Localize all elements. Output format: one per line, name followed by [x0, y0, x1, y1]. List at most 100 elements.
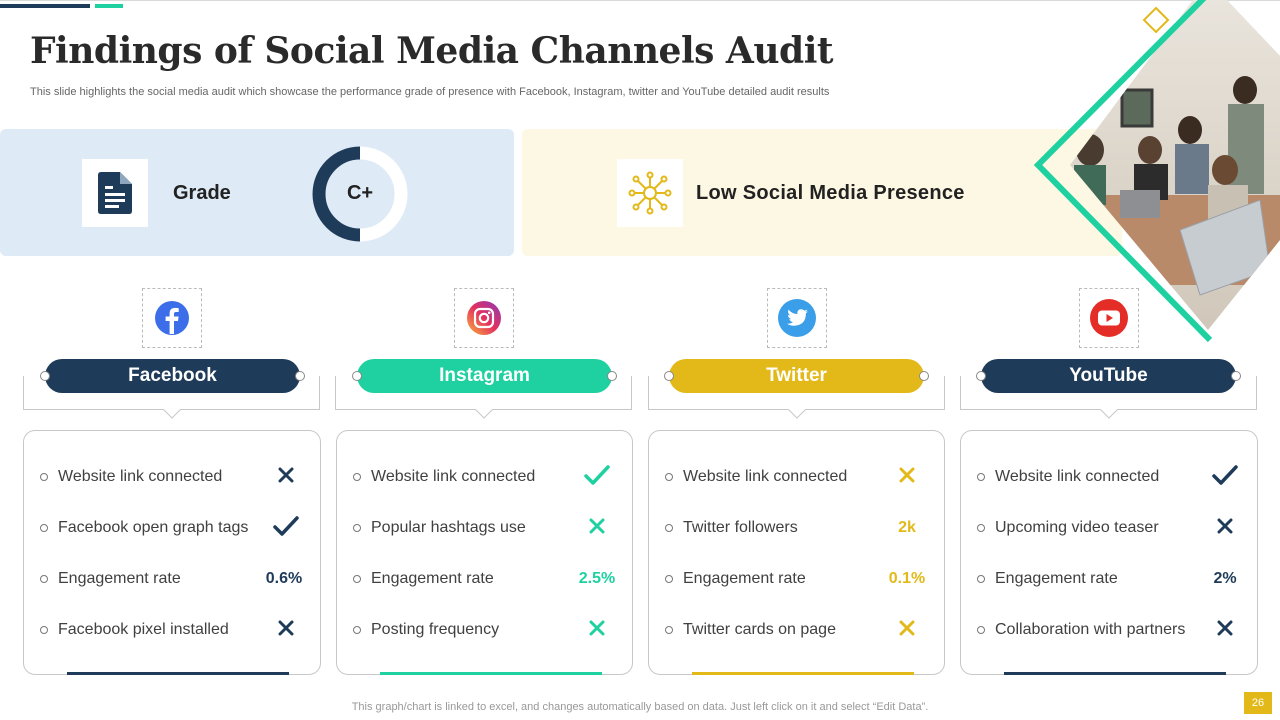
facebook-icon	[155, 301, 189, 335]
slide-subtitle: This slide highlights the social media a…	[30, 86, 830, 98]
list-item: Website link connected	[649, 465, 944, 489]
twitter-icon-box	[767, 288, 827, 348]
row-value: 2.5%	[578, 570, 616, 587]
list-item: Posting frequency	[337, 618, 632, 642]
bullet	[40, 524, 48, 532]
youtube-bracket	[960, 376, 1257, 410]
card-underline	[1004, 672, 1226, 675]
channel-name: Twitter	[766, 365, 827, 386]
row-value: 2%	[1213, 570, 1237, 587]
cross-icon	[877, 620, 937, 641]
pill-dot-left	[664, 371, 674, 381]
list-item: Website link connected	[24, 465, 320, 489]
row-value: 2k	[898, 519, 916, 536]
row-label: Engagement rate	[683, 570, 806, 587]
pill-dot-right	[295, 371, 305, 381]
accent-bar-green	[95, 4, 123, 8]
row-label: Engagement rate	[58, 570, 181, 587]
card-underline	[67, 672, 289, 675]
cross-icon	[567, 620, 627, 641]
presence-label: Low Social Media Presence	[696, 182, 965, 204]
pill-dot-left	[40, 371, 50, 381]
bullet	[353, 626, 361, 634]
bullet	[977, 473, 985, 481]
list-item: Popular hashtags use	[337, 516, 632, 540]
row-value: 0.1%	[888, 570, 926, 587]
bullet	[665, 524, 673, 532]
list-item: Website link connected	[337, 464, 632, 491]
twitter-pill: Twitter	[664, 359, 929, 393]
row-label: Engagement rate	[371, 570, 494, 587]
bullet	[977, 575, 985, 583]
list-item: Upcoming video teaser	[961, 516, 1257, 540]
row-label: Website link connected	[371, 468, 536, 485]
check-icon	[256, 515, 316, 542]
footer-note: This graph/chart is linked to excel, and…	[351, 701, 929, 713]
page-number: 26	[1244, 692, 1272, 714]
list-item: Facebook pixel installed	[24, 618, 320, 642]
instagram-bracket	[335, 376, 632, 410]
youtube-pill: YouTube	[976, 359, 1241, 393]
row-label: Posting frequency	[371, 621, 500, 638]
instagram-pill: Instagram	[352, 359, 617, 393]
cross-icon	[1195, 518, 1255, 539]
pill-dot-left	[352, 371, 362, 381]
top-border-line	[0, 0, 1280, 1]
row-label: Website link connected	[683, 468, 848, 485]
document-icon	[82, 159, 148, 227]
row-label: Website link connected	[58, 468, 223, 485]
cross-icon	[1195, 620, 1255, 641]
bullet	[353, 524, 361, 532]
grade-value: C+	[346, 182, 374, 204]
grade-ring	[312, 146, 408, 242]
list-item: Twitter cards on page	[649, 618, 944, 642]
twitter-bracket	[648, 376, 945, 410]
twitter-icon	[778, 299, 816, 337]
check-icon	[567, 464, 627, 491]
cross-icon	[877, 467, 937, 488]
team-photo	[1030, 0, 1280, 345]
row-label: Popular hashtags use	[371, 519, 526, 536]
pill-dot-right	[919, 371, 929, 381]
instagram-icon-box	[454, 288, 514, 348]
facebook-card: Website link connected Facebook open gra…	[23, 430, 321, 675]
channel-name: Facebook	[128, 365, 217, 386]
youtube-card: Website link connected Upcoming video te…	[960, 430, 1258, 675]
pill-dot-left	[976, 371, 986, 381]
row-label: Upcoming video teaser	[995, 519, 1159, 536]
youtube-icon-box	[1079, 288, 1139, 348]
instagram-card: Website link connected Popular hashtags …	[336, 430, 633, 675]
bullet	[977, 626, 985, 634]
row-label: Website link connected	[995, 468, 1160, 485]
bullet	[353, 473, 361, 481]
check-icon	[1195, 464, 1255, 491]
bullet	[977, 524, 985, 532]
row-label: Facebook open graph tags	[58, 519, 249, 536]
card-underline	[692, 672, 914, 675]
cross-icon	[256, 620, 316, 641]
row-label: Twitter followers	[683, 519, 798, 536]
grade-label: Grade	[173, 182, 231, 204]
list-item: Engagement rate 2.5%	[337, 567, 632, 591]
network-icon	[617, 159, 683, 227]
accent-bar-dark	[0, 4, 90, 8]
cross-icon	[567, 518, 627, 539]
bullet	[353, 575, 361, 583]
cross-icon	[256, 467, 316, 488]
list-item: Engagement rate 0.1%	[649, 567, 944, 591]
channel-name: Instagram	[439, 365, 530, 386]
slide-title: Findings of Social Media Channels Audit	[30, 30, 834, 72]
bullet	[665, 575, 673, 583]
list-item: Engagement rate 0.6%	[24, 567, 320, 591]
bullet	[665, 473, 673, 481]
facebook-bracket	[23, 376, 320, 410]
bullet	[665, 626, 673, 634]
pill-dot-right	[1231, 371, 1241, 381]
facebook-icon-box	[142, 288, 202, 348]
list-item: Website link connected	[961, 464, 1257, 491]
row-label: Twitter cards on page	[683, 621, 836, 638]
channel-name: YouTube	[1069, 365, 1148, 386]
facebook-pill: Facebook	[40, 359, 305, 393]
twitter-card: Website link connected Twitter followers…	[648, 430, 945, 675]
youtube-icon	[1090, 299, 1128, 337]
